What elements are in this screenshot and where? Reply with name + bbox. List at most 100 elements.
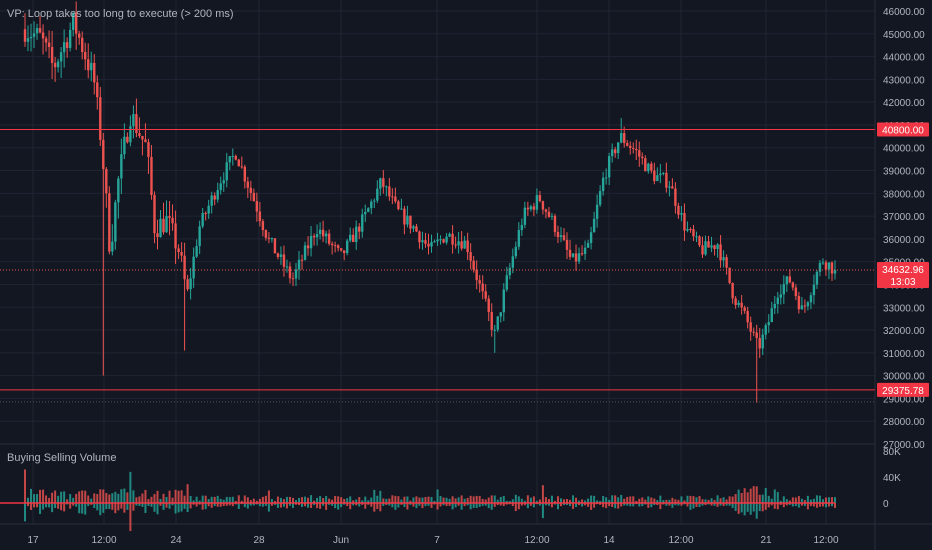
- candle-body[interactable]: [32, 33, 36, 37]
- candle-body[interactable]: [297, 259, 301, 270]
- candle-body[interactable]: [469, 252, 472, 261]
- candle-body[interactable]: [35, 28, 39, 34]
- candle-body[interactable]: [249, 187, 253, 193]
- candle-body[interactable]: [87, 59, 90, 71]
- candle-body[interactable]: [382, 178, 385, 187]
- candle-body[interactable]: [336, 245, 340, 249]
- candle-body[interactable]: [445, 236, 448, 243]
- candle-body[interactable]: [550, 215, 554, 217]
- candle-body[interactable]: [252, 192, 256, 202]
- candle-body[interactable]: [562, 235, 566, 240]
- candle-body[interactable]: [47, 42, 51, 47]
- candle-body[interactable]: [132, 114, 135, 127]
- candle-body[interactable]: [601, 177, 605, 192]
- candle-body[interactable]: [333, 245, 337, 247]
- candle-body[interactable]: [701, 245, 704, 255]
- candle-body[interactable]: [364, 211, 367, 215]
- candle-body[interactable]: [62, 42, 66, 53]
- candle-body[interactable]: [704, 241, 707, 255]
- time-tick-label[interactable]: Jun: [333, 535, 349, 546]
- candle-body[interactable]: [183, 255, 186, 280]
- candle-body[interactable]: [44, 38, 48, 43]
- candle-body[interactable]: [653, 170, 656, 182]
- candle-body[interactable]: [56, 61, 60, 68]
- candle-body[interactable]: [641, 156, 644, 159]
- candle-body[interactable]: [538, 195, 542, 202]
- candle-body[interactable]: [674, 188, 677, 206]
- candle-body[interactable]: [273, 238, 277, 254]
- candle-body[interactable]: [168, 216, 171, 218]
- candle-body[interactable]: [662, 172, 665, 174]
- candle-body[interactable]: [219, 183, 222, 191]
- candle-body[interactable]: [779, 294, 782, 298]
- candle-body[interactable]: [613, 149, 617, 154]
- candle-body[interactable]: [228, 156, 231, 163]
- candle-body[interactable]: [358, 226, 361, 232]
- candle-body[interactable]: [734, 298, 737, 306]
- candle-body[interactable]: [234, 155, 237, 160]
- candle-body[interactable]: [291, 278, 295, 280]
- candle-body[interactable]: [367, 208, 370, 212]
- candle-body[interactable]: [26, 38, 30, 42]
- candle-body[interactable]: [84, 52, 87, 60]
- candle-body[interactable]: [165, 216, 168, 233]
- candle-body[interactable]: [830, 262, 834, 274]
- candle-body[interactable]: [448, 233, 451, 237]
- candle-body[interactable]: [683, 213, 686, 231]
- candle-body[interactable]: [677, 205, 680, 215]
- candle-body[interactable]: [141, 135, 144, 140]
- candle-body[interactable]: [144, 139, 147, 143]
- candle-body[interactable]: [740, 302, 743, 308]
- candle-body[interactable]: [71, 13, 75, 30]
- candle-body[interactable]: [412, 226, 415, 229]
- candle-body[interactable]: [818, 262, 822, 272]
- time-tick-label[interactable]: 24: [170, 535, 182, 546]
- candle-body[interactable]: [475, 269, 478, 281]
- candle-body[interactable]: [216, 190, 219, 200]
- candle-body[interactable]: [409, 215, 412, 229]
- candle-body[interactable]: [189, 278, 192, 290]
- candle-body[interactable]: [270, 238, 274, 240]
- candle-body[interactable]: [186, 279, 189, 290]
- candle-body[interactable]: [487, 298, 490, 313]
- candle-body[interactable]: [370, 201, 373, 209]
- candle-body[interactable]: [671, 186, 674, 189]
- candle-body[interactable]: [439, 239, 442, 241]
- candle-body[interactable]: [406, 215, 409, 225]
- candle-body[interactable]: [574, 253, 578, 262]
- candle-body[interactable]: [153, 195, 156, 234]
- candle-body[interactable]: [391, 196, 394, 198]
- candle-body[interactable]: [632, 148, 635, 150]
- candle-body[interactable]: [577, 253, 581, 262]
- candle-body[interactable]: [421, 240, 424, 243]
- candle-body[interactable]: [635, 148, 638, 151]
- candle-body[interactable]: [644, 158, 647, 172]
- candle-body[interactable]: [568, 249, 572, 257]
- candle-body[interactable]: [102, 139, 105, 169]
- candle-body[interactable]: [580, 253, 584, 255]
- candle-body[interactable]: [138, 133, 141, 136]
- candle-body[interactable]: [484, 291, 487, 299]
- candle-body[interactable]: [689, 228, 692, 230]
- candle-body[interactable]: [246, 181, 250, 188]
- candle-body[interactable]: [285, 266, 289, 268]
- candle-body[interactable]: [719, 244, 722, 261]
- candle-body[interactable]: [481, 283, 484, 292]
- time-tick-label[interactable]: 21: [760, 535, 772, 546]
- candle-body[interactable]: [258, 211, 262, 222]
- candle-body[interactable]: [707, 241, 710, 248]
- candle-body[interactable]: [722, 257, 725, 261]
- candle-body[interactable]: [556, 232, 560, 238]
- candle-body[interactable]: [345, 240, 349, 254]
- candle-body[interactable]: [451, 233, 454, 245]
- candle-body[interactable]: [499, 312, 502, 317]
- candle-body[interactable]: [123, 136, 126, 155]
- candle-body[interactable]: [192, 256, 195, 279]
- candle-body[interactable]: [592, 218, 596, 233]
- candle-body[interactable]: [610, 149, 614, 157]
- time-tick-label[interactable]: 14: [603, 535, 615, 546]
- candle-body[interactable]: [403, 208, 406, 225]
- time-tick-label[interactable]: 12:00: [91, 535, 116, 546]
- candle-body[interactable]: [758, 338, 761, 349]
